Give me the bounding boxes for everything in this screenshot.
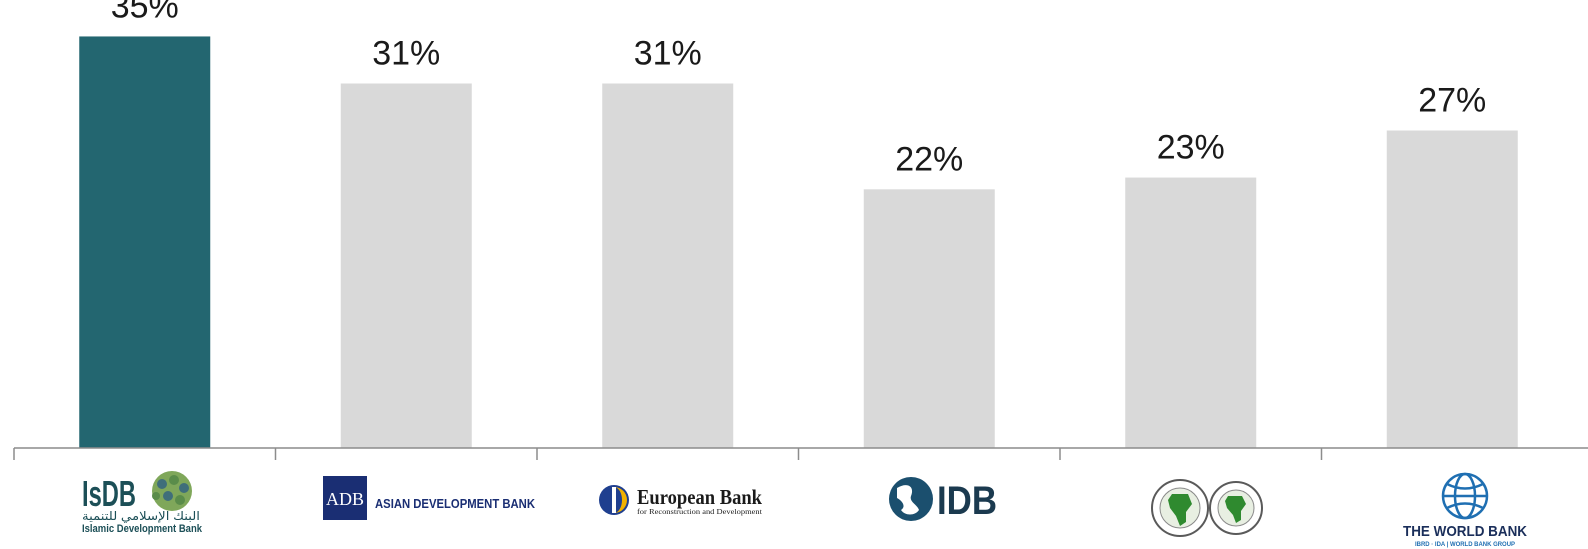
- adb-logo: ADB ASIAN DEVELOPMENT BANK: [323, 476, 536, 520]
- bar-ebrd: [602, 83, 734, 448]
- value-labels-group: 35% 31% 31% 22% 23% 27%: [111, 0, 1487, 178]
- adb-mark-box: [323, 476, 367, 520]
- ebrd-emblem-icon: [599, 485, 629, 515]
- afdb-logo: [1151, 479, 1263, 537]
- ebrd-logo: European Bank for Reconstruction and Dev…: [599, 485, 762, 516]
- idb-wordmark: IDB: [937, 479, 997, 523]
- bar-idb: [863, 189, 995, 449]
- bar-adb: [340, 83, 472, 448]
- adb-caption: ASIAN DEVELOPMENT BANK: [375, 496, 536, 511]
- data-label: 31%: [372, 34, 440, 72]
- world-bank-subcaption: IBRD · IDA | WORLD BANK GROUP: [1415, 542, 1515, 548]
- ebrd-title: European Bank: [637, 485, 762, 509]
- idb-logo: IDB: [889, 477, 997, 523]
- data-label: 35%: [111, 0, 179, 25]
- world-bank-caption: THE WORLD BANK: [1403, 523, 1527, 540]
- isdb-logo: IsDB البنك الإسلامي للتنمية Islamic Deve…: [82, 471, 203, 535]
- bar-world-bank: [1386, 130, 1518, 448]
- afdb-seal-right-icon: [1209, 481, 1263, 535]
- data-label: 31%: [634, 34, 702, 72]
- world-bank-logo: THE WORLD BANK IBRD · IDA | WORLD BANK G…: [1403, 472, 1527, 548]
- idb-emblem-icon: [889, 477, 933, 521]
- bar-isdb: [79, 36, 211, 448]
- x-axis: [13, 447, 1588, 460]
- afdb-seal-left-icon: [1151, 479, 1209, 537]
- world-bank-globe-icon: [1441, 472, 1489, 520]
- isdb-wordmark: IsDB: [82, 473, 136, 514]
- adb-mark: ADB: [326, 489, 364, 509]
- isdb-globe-icon: [152, 471, 192, 511]
- data-label: 27%: [1418, 82, 1486, 120]
- bars-group: [79, 36, 1518, 449]
- ebrd-subtitle: for Reconstruction and Development: [637, 508, 762, 516]
- data-label: 22%: [895, 140, 963, 178]
- isdb-caption: Islamic Development Bank: [82, 523, 203, 535]
- isdb-arabic-name: البنك الإسلامي للتنمية: [82, 509, 200, 523]
- data-label: 23%: [1157, 129, 1225, 167]
- bar-afdb: [1125, 177, 1257, 448]
